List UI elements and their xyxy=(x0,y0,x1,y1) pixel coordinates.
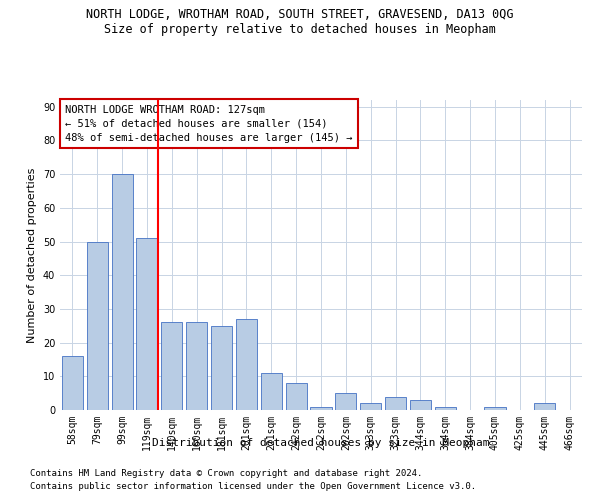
Bar xyxy=(62,356,83,410)
Text: Contains HM Land Registry data © Crown copyright and database right 2024.: Contains HM Land Registry data © Crown c… xyxy=(30,468,422,477)
Bar xyxy=(335,393,356,410)
Bar xyxy=(360,404,381,410)
Bar xyxy=(410,400,431,410)
Bar xyxy=(534,404,555,410)
Bar xyxy=(484,406,506,410)
Text: Size of property relative to detached houses in Meopham: Size of property relative to detached ho… xyxy=(104,22,496,36)
Text: Distribution of detached houses by size in Meopham: Distribution of detached houses by size … xyxy=(152,438,490,448)
Bar xyxy=(435,406,456,410)
Bar xyxy=(186,322,207,410)
Bar xyxy=(136,238,158,410)
Bar xyxy=(385,396,406,410)
Bar xyxy=(112,174,133,410)
Bar xyxy=(211,326,232,410)
Bar xyxy=(310,406,332,410)
Bar xyxy=(286,383,307,410)
Y-axis label: Number of detached properties: Number of detached properties xyxy=(27,168,37,342)
Bar xyxy=(261,373,282,410)
Text: NORTH LODGE, WROTHAM ROAD, SOUTH STREET, GRAVESEND, DA13 0QG: NORTH LODGE, WROTHAM ROAD, SOUTH STREET,… xyxy=(86,8,514,20)
Bar xyxy=(87,242,108,410)
Bar xyxy=(161,322,182,410)
Text: NORTH LODGE WROTHAM ROAD: 127sqm
← 51% of detached houses are smaller (154)
48% : NORTH LODGE WROTHAM ROAD: 127sqm ← 51% o… xyxy=(65,104,353,142)
Text: Contains public sector information licensed under the Open Government Licence v3: Contains public sector information licen… xyxy=(30,482,476,491)
Bar xyxy=(236,319,257,410)
